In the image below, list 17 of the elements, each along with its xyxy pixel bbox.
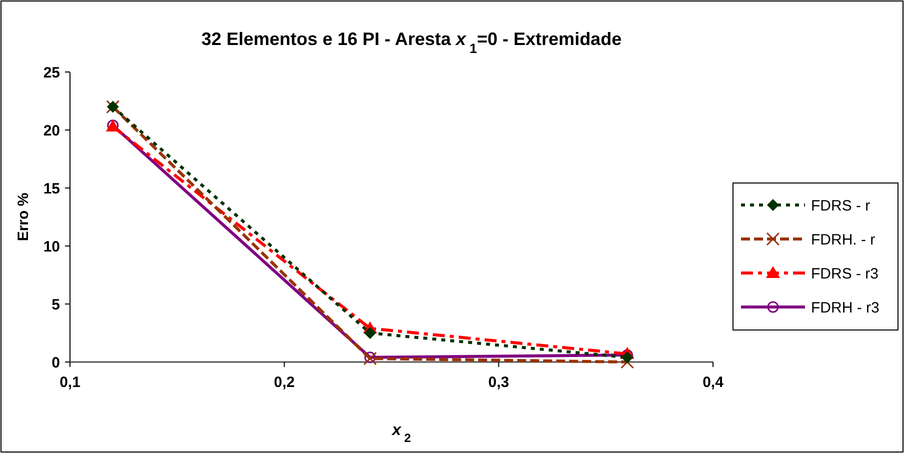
y-tick-label: 20 (43, 122, 60, 140)
legend-label: FDRH - r3 (811, 299, 880, 316)
y-tick-label: 0 (52, 354, 60, 372)
x-tick-label: 0,3 (488, 374, 510, 391)
legend-label: FDRH. - r (811, 231, 876, 248)
x-tick-label: 0,2 (274, 374, 295, 391)
x-tick-label: 0,4 (702, 374, 724, 391)
legend-label: FDRS - r (811, 197, 870, 214)
x-axis-title: x$_{2}$ (391, 422, 412, 445)
y-tick-label: 10 (43, 238, 60, 256)
y-axis-title: Erro % (15, 192, 32, 242)
x-tick-label: 0,1 (60, 374, 80, 391)
chart-title: 32 Elementos e 16 PI - Aresta x$_{1}$=0 - Extremidade (201, 29, 622, 56)
y-tick-label: 15 (43, 180, 60, 198)
y-tick-label: 5 (52, 296, 60, 314)
legend-label: FDRS - r3 (811, 265, 878, 282)
y-tick-label: 25 (43, 64, 60, 82)
